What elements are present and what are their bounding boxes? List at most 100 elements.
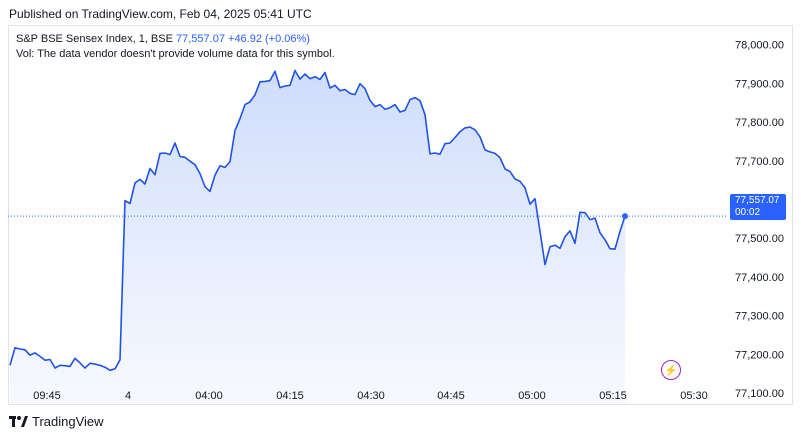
price-point [304, 73, 306, 75]
price-point [164, 152, 166, 154]
x-tick-label: 05:00 [518, 390, 546, 402]
price-point [329, 87, 331, 89]
lightning-bolt-icon[interactable]: ⚡ [661, 360, 681, 380]
price-point [449, 142, 451, 144]
price-point [214, 174, 216, 176]
price-point [394, 104, 396, 106]
price-point [514, 178, 516, 180]
price-point [494, 153, 496, 155]
price-point [159, 153, 161, 155]
tradingview-branding[interactable]: TradingView [9, 414, 104, 429]
price-point [294, 70, 296, 72]
price-point [269, 80, 271, 82]
price-point [399, 111, 401, 113]
price-point [209, 191, 211, 193]
price-point [574, 243, 576, 245]
price-point [404, 110, 406, 112]
y-tick-label: 77,100.00 [735, 388, 784, 400]
chart-frame [8, 25, 793, 405]
price-point [189, 160, 191, 162]
x-tick-label: 04:00 [195, 390, 223, 402]
x-tick-label: 4 [125, 390, 131, 402]
price-point [389, 107, 391, 109]
legend-last-value: 77,557.07 [176, 33, 225, 45]
price-point [119, 359, 121, 361]
price-point [279, 87, 281, 89]
price-point [249, 101, 251, 103]
price-point [459, 131, 461, 133]
price-point [49, 359, 51, 361]
y-tick-label: 77,500.00 [735, 233, 784, 245]
price-point [39, 356, 41, 358]
price-point [199, 173, 201, 175]
price-point [219, 165, 221, 167]
price-point [134, 182, 136, 184]
price-point [139, 179, 141, 181]
price-point [239, 118, 241, 120]
y-tick-label: 77,200.00 [735, 349, 784, 361]
price-point [299, 78, 301, 80]
price-point [414, 97, 416, 99]
price-point [619, 231, 621, 233]
price-point [9, 365, 11, 367]
price-point [559, 248, 561, 250]
price-point [54, 367, 56, 369]
x-tick-label: 04:15 [276, 390, 304, 402]
price-point [174, 142, 176, 144]
price-point [499, 157, 501, 159]
last-price-marker [622, 213, 628, 220]
price-point [229, 161, 231, 163]
price-point [584, 212, 586, 214]
price-area-fill [10, 70, 625, 404]
x-tick-label: 04:30 [357, 390, 385, 402]
price-point [454, 137, 456, 139]
price-point [309, 78, 311, 80]
price-point [419, 100, 421, 102]
price-point [324, 72, 326, 74]
price-point [84, 367, 86, 369]
bar-countdown: 00:02 [735, 207, 761, 218]
price-point [144, 183, 146, 185]
price-point [99, 365, 101, 367]
y-tick-label: 78,000.00 [735, 40, 784, 52]
price-point [609, 248, 611, 250]
y-tick-label: 77,900.00 [735, 78, 784, 90]
y-tick-label: 77,700.00 [735, 156, 784, 168]
price-point [579, 212, 581, 214]
x-tick-label: 05:15 [599, 390, 627, 402]
price-point [334, 85, 336, 87]
price-point [569, 230, 571, 232]
price-point [604, 239, 606, 241]
price-point [469, 126, 471, 128]
price-point [64, 365, 66, 367]
price-point [354, 94, 356, 96]
price-point [544, 264, 546, 266]
price-point [484, 149, 486, 151]
price-point [129, 203, 131, 205]
price-point [109, 370, 111, 372]
price-point [29, 354, 31, 356]
price-point [274, 71, 276, 73]
tradingview-brand-text: TradingView [32, 414, 104, 429]
price-point [464, 127, 466, 129]
published-caption: Published on TradingView.com, Feb 04, 20… [9, 7, 312, 21]
x-tick-label: 04:45 [437, 390, 465, 402]
price-point [169, 154, 171, 156]
price-point [59, 365, 61, 367]
price-point [384, 109, 386, 111]
price-point [19, 348, 21, 350]
price-point [314, 76, 316, 78]
price-point [259, 81, 261, 83]
price-point [179, 156, 181, 158]
y-tick-label: 77,300.00 [735, 311, 784, 323]
price-point [554, 244, 556, 246]
price-point [369, 100, 371, 102]
price-point [364, 88, 366, 90]
price-point [474, 129, 476, 131]
x-tick-label: 09:45 [33, 390, 61, 402]
price-point [79, 362, 81, 364]
price-point [429, 153, 431, 155]
price-point [374, 106, 376, 108]
last-price-value: 77,557.07 [735, 195, 780, 206]
